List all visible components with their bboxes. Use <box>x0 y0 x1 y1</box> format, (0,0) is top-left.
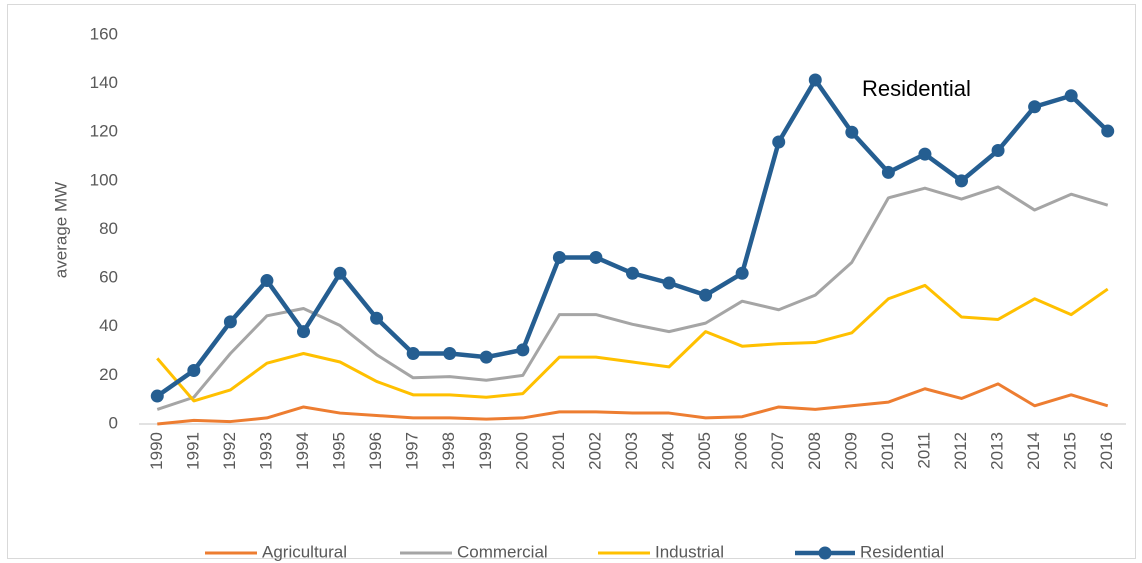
series-marker <box>808 73 822 87</box>
series-marker <box>735 266 749 280</box>
x-tick-label: 2003 <box>622 432 641 470</box>
x-tick-label: 2009 <box>841 432 860 470</box>
series-marker <box>955 174 968 188</box>
y-tick-label: 80 <box>99 219 118 238</box>
series-line <box>156 283 1109 403</box>
x-tick-label: 1994 <box>293 432 312 470</box>
series-marker <box>699 288 713 302</box>
series-marker <box>223 315 237 329</box>
legend-label: Commercial <box>457 542 548 561</box>
series-marker <box>187 364 201 378</box>
y-axis-label: average MW <box>51 182 70 278</box>
series-marker <box>845 125 859 139</box>
series-marker <box>370 311 384 325</box>
series-marker <box>297 325 310 339</box>
legend-marker <box>818 546 832 560</box>
x-tick-label: 1992 <box>220 432 239 470</box>
x-tick-label: 2016 <box>1097 432 1116 470</box>
x-tick-label: 1993 <box>256 432 275 470</box>
series-marker <box>333 266 347 280</box>
y-tick-label: 120 <box>90 122 118 141</box>
y-tick-label: 20 <box>99 365 118 384</box>
series-marker <box>589 250 603 264</box>
series-marker <box>443 346 457 360</box>
legend-label: Agricultural <box>262 542 347 561</box>
y-tick-label: 160 <box>90 24 118 43</box>
y-tick-label: 0 <box>109 413 118 432</box>
series-marker <box>406 346 420 360</box>
x-tick-label: 2004 <box>659 432 678 470</box>
series-marker <box>881 165 895 179</box>
series-marker <box>479 350 493 364</box>
legend-label: Residential <box>860 542 944 561</box>
series-marker <box>260 274 274 288</box>
x-tick-label: 2012 <box>951 432 970 470</box>
y-tick-label: 40 <box>99 316 118 335</box>
x-tick-label: 2015 <box>1061 432 1080 470</box>
x-tick-label: 2007 <box>768 432 787 470</box>
series-marker <box>1064 89 1078 103</box>
x-tick-label: 1991 <box>183 432 202 470</box>
annotation: Residential <box>862 76 971 101</box>
x-tick-label: 2008 <box>805 432 824 470</box>
chart-frame <box>7 4 1136 559</box>
x-tick-label: 2010 <box>878 432 897 470</box>
x-tick-label: 2014 <box>1024 432 1043 470</box>
x-tick-label: 1998 <box>439 432 458 470</box>
series-marker <box>516 343 530 357</box>
x-tick-label: 1996 <box>366 432 385 470</box>
series-marker <box>150 389 164 403</box>
series-marker <box>662 276 676 290</box>
x-tick-label: 2001 <box>549 432 568 470</box>
y-tick-label: 60 <box>99 268 118 287</box>
y-tick-label: 100 <box>90 170 118 189</box>
x-tick-label: 1999 <box>476 432 495 470</box>
series-marker <box>991 143 1005 157</box>
x-tick-label: 2002 <box>585 432 604 470</box>
x-tick-label: 1997 <box>403 432 422 470</box>
series-line <box>157 382 1109 426</box>
series-marker <box>1028 100 1042 114</box>
series-marker <box>772 135 786 149</box>
series-marker <box>918 147 932 161</box>
x-tick-label: 2005 <box>695 432 714 470</box>
legend-label: Industrial <box>655 542 724 561</box>
series-marker <box>1101 124 1115 138</box>
x-tick-label: 1995 <box>330 432 349 470</box>
x-tick-label: 2011 <box>914 432 933 469</box>
x-tick-label: 2000 <box>512 432 531 470</box>
series-marker <box>626 266 639 280</box>
y-tick-label: 140 <box>90 73 118 92</box>
x-tick-label: 1990 <box>147 432 166 470</box>
x-tick-label: 2006 <box>732 432 751 470</box>
x-tick-label: 2013 <box>988 432 1007 470</box>
series-marker <box>552 250 566 264</box>
